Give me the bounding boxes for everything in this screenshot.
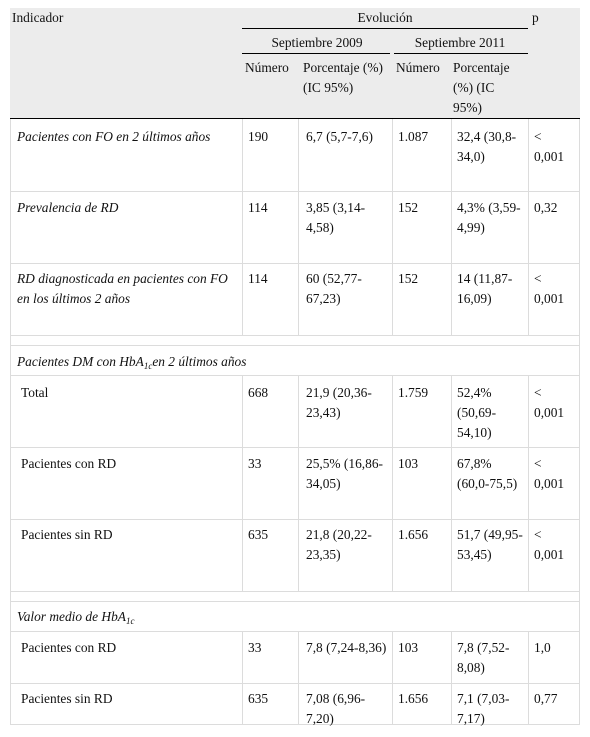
cell-pct2011: 51,7 (49,95-53,45): [457, 527, 523, 562]
section-title-subscript: 1c: [143, 361, 153, 371]
column-divider: [298, 119, 299, 725]
cell-pct2011: 7,1 (7,03-7,17): [457, 691, 510, 726]
section-title-text: Pacientes DM con HbA: [17, 354, 144, 369]
column-divider: [451, 119, 452, 725]
row-label: Pacientes con FO en 2 últimos años: [17, 129, 211, 144]
column-divider: [242, 119, 243, 725]
cell-n2011: 103: [398, 456, 419, 471]
cell-pct2009: 7,08 (6,96-7,20): [306, 691, 366, 726]
cell-n2009: 114: [248, 271, 268, 286]
row-divider: [10, 724, 580, 725]
header-rule-evolucion: [242, 28, 528, 29]
row-label: RD diagnosticada en pacientes con FO en …: [17, 271, 228, 306]
header-p: p: [532, 10, 539, 25]
header-period-2009: Septiembre 2009: [271, 35, 363, 50]
section-title-background: [10, 591, 580, 632]
cell-n2009: 635: [248, 691, 269, 706]
row-divider: [10, 519, 580, 520]
table-header-background: [10, 8, 580, 118]
row-divider: [10, 631, 580, 632]
cell-p: 0,77: [534, 691, 558, 706]
header-indicador: Indicador: [12, 10, 64, 25]
section-title: Valor medio de HbA1c: [12, 606, 572, 631]
row-label: Pacientes con RD: [21, 456, 117, 471]
section-title-text: en 2 últimos años: [152, 354, 247, 369]
cell-n2009: 190: [248, 129, 269, 144]
cell-n2011: 152: [398, 200, 419, 215]
header-rule-2011: [394, 53, 528, 54]
cell-pct2009: 7,8 (7,24-8,36): [306, 640, 387, 655]
cell-p: < 0,001: [534, 527, 565, 562]
row-divider: [10, 447, 580, 448]
cell-pct2009: 25,5% (16,86-34,05): [306, 456, 383, 491]
column-divider: [392, 119, 393, 725]
cell-pct2011: 32,4 (30,8-34,0): [457, 129, 517, 164]
row-label: Pacientes sin RD: [21, 691, 113, 706]
row-divider: [10, 345, 580, 346]
cell-pct2011: 14 (11,87-16,09): [457, 271, 513, 306]
cell-n2009: 33: [248, 640, 262, 655]
cell-pct2011: 67,8% (60,0-75,5): [457, 456, 518, 491]
cell-n2011: 1.087: [398, 129, 429, 144]
cell-n2009: 635: [248, 527, 269, 542]
row-label: Pacientes con RD: [21, 640, 117, 655]
row-divider: [10, 335, 580, 336]
cell-n2009: 668: [248, 385, 269, 400]
header-rule-2009: [242, 53, 390, 54]
row-label: Pacientes sin RD: [21, 527, 113, 542]
cell-pct2011: 7,8 (7,52-8,08): [457, 640, 510, 675]
cell-p: 0,32: [534, 200, 558, 215]
cell-n2009: 33: [248, 456, 262, 471]
header-bottom-rule: [10, 118, 580, 119]
cell-pct2009: 21,8 (20,22-23,35): [306, 527, 372, 562]
cell-p: 1,0: [534, 640, 551, 655]
header-porcentaje-2011: Porcentaje (%) (IC 95%): [453, 60, 510, 115]
cell-p: < 0,001: [534, 456, 565, 491]
section-title-text: Valor medio de HbA: [17, 609, 126, 624]
header-porcentaje-2009: Porcentaje (%) (IC 95%): [303, 60, 383, 95]
row-divider: [10, 591, 580, 592]
row-divider: [10, 375, 580, 376]
row-label: Prevalencia de RD: [17, 200, 119, 215]
cell-p: < 0,001: [534, 385, 565, 420]
header-period-2011: Septiembre 2011: [414, 35, 506, 50]
header-numero-2009: Número: [245, 60, 289, 75]
cell-pct2009: 6,7 (5,7-7,6): [306, 129, 373, 144]
cell-n2011: 1.759: [398, 385, 429, 400]
row-divider: [10, 683, 580, 684]
cell-n2011: 1.656: [398, 527, 429, 542]
cell-n2009: 114: [248, 200, 268, 215]
section-title: Pacientes DM con HbA1cen 2 últimos años: [12, 351, 572, 376]
cell-n2011: 103: [398, 640, 419, 655]
cell-p: < 0,001: [534, 271, 565, 306]
row-divider: [10, 191, 580, 192]
cell-p: < 0,001: [534, 129, 565, 164]
header-evolucion: Evolución: [357, 10, 413, 25]
cell-n2011: 1.656: [398, 691, 429, 706]
section-title-background: [10, 335, 580, 376]
header-numero-2011: Número: [396, 60, 440, 75]
table-edge: [579, 119, 580, 725]
cell-pct2011: 52,4% (50,69-54,10): [457, 385, 497, 440]
row-divider: [10, 601, 580, 602]
cell-pct2011: 4,3% (3,59-4,99): [457, 200, 521, 235]
cell-pct2009: 21,9 (20,36-23,43): [306, 385, 372, 420]
cell-pct2009: 60 (52,77-67,23): [306, 271, 362, 306]
row-label: Total: [21, 385, 49, 400]
cell-n2011: 152: [398, 271, 419, 286]
table-edge: [10, 119, 11, 725]
column-divider: [528, 119, 529, 725]
row-divider: [10, 263, 580, 264]
section-title-subscript: 1c: [125, 616, 135, 626]
cell-pct2009: 3,85 (3,14-4,58): [306, 200, 366, 235]
